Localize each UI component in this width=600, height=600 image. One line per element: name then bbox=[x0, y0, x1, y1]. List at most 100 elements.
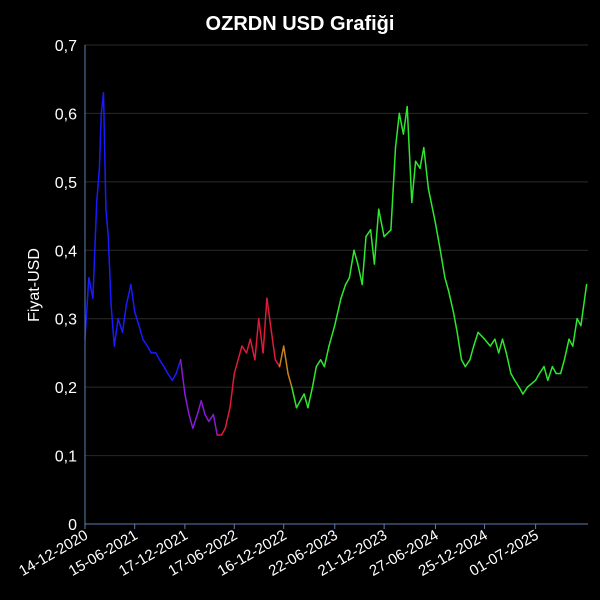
line-segment bbox=[427, 187, 437, 224]
line-segment bbox=[439, 249, 446, 279]
y-tick-label: 0,4 bbox=[55, 243, 77, 260]
line-segment bbox=[472, 331, 479, 347]
line-segment bbox=[245, 338, 252, 354]
line-segment bbox=[361, 235, 367, 286]
line-segment bbox=[444, 276, 450, 293]
line-segment bbox=[315, 359, 322, 368]
y-tick-label: 0,7 bbox=[55, 38, 77, 55]
line-segment bbox=[547, 365, 554, 382]
line-segment bbox=[568, 338, 574, 347]
line-segment bbox=[229, 372, 236, 409]
line-segment bbox=[171, 372, 177, 382]
line-segment bbox=[551, 365, 557, 375]
line-segment bbox=[163, 365, 169, 375]
line-segment bbox=[208, 413, 215, 423]
line-segment bbox=[98, 112, 103, 169]
line-segment bbox=[102, 92, 107, 210]
line-segment bbox=[572, 317, 578, 347]
line-segment bbox=[576, 317, 582, 327]
line-segment bbox=[365, 229, 372, 238]
line-segment bbox=[254, 317, 260, 361]
line-segment bbox=[88, 276, 94, 299]
line-segment bbox=[155, 352, 161, 361]
line-segment bbox=[497, 338, 504, 354]
line-segment bbox=[483, 338, 492, 347]
y-axis-label: Fiyat-USD bbox=[26, 248, 43, 322]
line-segment bbox=[538, 365, 545, 375]
line-segment bbox=[348, 249, 355, 279]
line-segment bbox=[142, 338, 149, 347]
line-segment bbox=[344, 276, 351, 286]
line-segment bbox=[353, 249, 359, 265]
y-tick-label: 0,2 bbox=[55, 380, 77, 397]
line-segment bbox=[117, 317, 124, 334]
grid-lines bbox=[85, 44, 588, 457]
line-segment bbox=[237, 345, 243, 361]
line-segment bbox=[287, 372, 293, 388]
line-segment bbox=[307, 386, 314, 409]
price-line bbox=[84, 92, 588, 436]
line-segment bbox=[220, 427, 227, 436]
line-segment bbox=[113, 317, 119, 347]
line-segment bbox=[299, 393, 305, 402]
y-tick-label: 0,3 bbox=[55, 312, 77, 329]
y-tick-label: 0,1 bbox=[55, 449, 77, 466]
line-segment bbox=[121, 304, 128, 334]
x-axis-ticks: 14-12-202015-06-202117-12-202117-06-2022… bbox=[16, 524, 542, 580]
line-segment bbox=[513, 379, 520, 388]
line-segment bbox=[204, 413, 210, 423]
line-segment bbox=[394, 112, 401, 149]
line-segment bbox=[383, 229, 392, 238]
line-segment bbox=[563, 338, 570, 361]
line-segment bbox=[241, 345, 248, 354]
line-segment bbox=[125, 283, 132, 306]
line-segment bbox=[477, 331, 486, 340]
line-segment bbox=[373, 208, 380, 265]
line-segment bbox=[224, 406, 231, 429]
line-segment bbox=[278, 345, 285, 368]
line-segment bbox=[456, 331, 463, 361]
line-segment bbox=[95, 167, 101, 204]
line-segment bbox=[233, 359, 239, 375]
line-segment bbox=[270, 331, 277, 361]
line-segment bbox=[357, 263, 363, 286]
y-tick-label: 0 bbox=[68, 517, 77, 534]
line-segment bbox=[464, 359, 471, 368]
line-segment bbox=[460, 359, 467, 368]
line-segment bbox=[333, 297, 342, 327]
line-segment bbox=[184, 393, 190, 416]
line-segment bbox=[319, 359, 326, 368]
y-tick-label: 0,5 bbox=[55, 175, 77, 192]
line-segment bbox=[175, 359, 182, 375]
line-segment bbox=[110, 304, 116, 347]
line-segment bbox=[559, 359, 566, 375]
line-segment bbox=[518, 386, 524, 395]
line-segment bbox=[107, 235, 112, 306]
line-segment bbox=[200, 400, 206, 416]
line-segment bbox=[266, 297, 273, 334]
line-segment bbox=[196, 400, 202, 416]
line-segment bbox=[423, 146, 430, 190]
line-segment bbox=[452, 311, 458, 334]
line-segment bbox=[377, 208, 385, 238]
line-segment bbox=[133, 311, 140, 327]
line-segment bbox=[328, 324, 336, 347]
line-segment bbox=[249, 338, 256, 361]
line-segment bbox=[167, 372, 174, 382]
line-segment bbox=[311, 365, 318, 388]
line-segment bbox=[340, 283, 347, 299]
line-segment bbox=[84, 276, 90, 340]
line-segment bbox=[138, 324, 144, 340]
line-segment bbox=[262, 297, 268, 354]
y-axis-ticks: 0 0,1 0,2 0,3 0,4 0,5 0,6 0,7 bbox=[55, 38, 77, 534]
line-segment bbox=[179, 359, 186, 395]
line-segment bbox=[274, 359, 281, 368]
line-segment bbox=[505, 352, 512, 375]
line-segment bbox=[501, 338, 508, 354]
line-segment bbox=[402, 105, 408, 135]
chart-title: OZRDN USD Grafiği bbox=[206, 13, 395, 35]
line-segment bbox=[130, 283, 136, 313]
line-segment bbox=[390, 146, 397, 231]
line-segment bbox=[434, 222, 442, 252]
